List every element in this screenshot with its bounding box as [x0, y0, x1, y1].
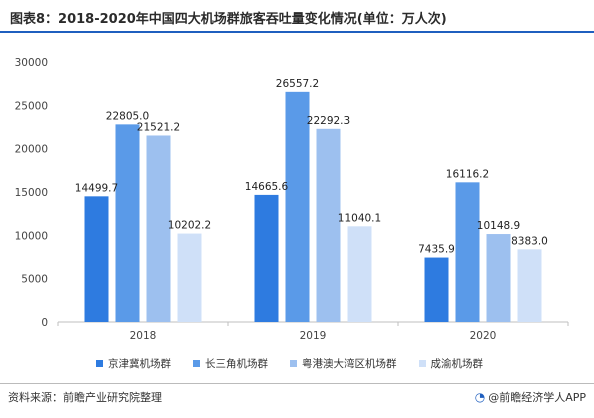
- data-label: 21521.2: [137, 121, 180, 133]
- legend-label: 京津冀机场群: [108, 358, 171, 370]
- y-tick-label: 30000: [15, 57, 48, 69]
- data-label: 14665.6: [245, 181, 289, 193]
- brand-credit: ◔ @前瞻经济学人APP: [475, 389, 586, 405]
- chart-title: 图表8：2018-2020年中国四大机场群旅客吞吐量变化情况(单位：万人次): [10, 12, 447, 27]
- legend-item: 粤港澳大湾区机场群: [290, 356, 397, 371]
- bar: [285, 91, 310, 322]
- data-label: 7435.9: [418, 244, 455, 256]
- bar: [84, 196, 109, 322]
- bar: [177, 233, 202, 322]
- data-label: 22292.3: [307, 115, 350, 127]
- legend-swatch: [96, 360, 103, 367]
- y-tick-label: 15000: [15, 187, 48, 199]
- x-tick-label: 2020: [470, 330, 497, 342]
- data-label: 10202.2: [168, 220, 211, 232]
- y-tick-label: 25000: [15, 100, 48, 112]
- x-tick-label: 2018: [130, 330, 157, 342]
- bar-chart: 0 5000 10000 15000 20000 25000 30000 2018 2019 20…: [15, 57, 569, 342]
- data-label: 16116.2: [446, 168, 489, 180]
- legend-swatch: [418, 360, 426, 367]
- bar: [316, 128, 341, 322]
- bar: [254, 194, 279, 322]
- bar: [424, 257, 449, 322]
- legend-swatch: [193, 360, 200, 367]
- qianzhan-logo-icon: ◔: [474, 390, 486, 404]
- data-label: 22805.0: [106, 110, 149, 122]
- y-tick-label: 0: [41, 317, 48, 329]
- legend-item: 长三角机场群: [193, 356, 268, 371]
- bar: [347, 226, 372, 322]
- legend-item: 京津冀机场群: [96, 356, 171, 371]
- data-label: 26557.2: [276, 78, 319, 90]
- data-label: 11040.1: [338, 212, 381, 224]
- y-tick-label: 20000: [15, 144, 48, 156]
- chart-legend: 京津冀机场群 长三角机场群 粤港澳大湾区机场群 成渝机场群: [96, 356, 483, 371]
- y-tick-label: 5000: [21, 274, 48, 286]
- source-note: 资料来源：前瞻产业研究院整理: [8, 391, 162, 404]
- data-label: 10148.9: [477, 220, 520, 232]
- bar: [517, 249, 542, 322]
- bar: [455, 182, 480, 322]
- footer-rule: [0, 383, 594, 384]
- bar: [146, 135, 171, 322]
- bar: [115, 124, 140, 323]
- legend-label: 粤港澳大湾区机场群: [302, 358, 397, 370]
- x-tick-label: 2019: [300, 330, 327, 342]
- y-tick-label: 10000: [15, 230, 48, 242]
- legend-item: 成渝机场群: [418, 356, 484, 371]
- data-label: 8383.0: [511, 235, 548, 247]
- title-rule: [0, 31, 594, 33]
- legend-label: 成渝机场群: [430, 358, 484, 370]
- legend-swatch: [290, 360, 297, 367]
- legend-label: 长三角机场群: [205, 358, 268, 370]
- data-label: 14499.7: [75, 182, 118, 194]
- brand-text: @前瞻经济学人APP: [488, 391, 586, 404]
- bar: [486, 234, 511, 322]
